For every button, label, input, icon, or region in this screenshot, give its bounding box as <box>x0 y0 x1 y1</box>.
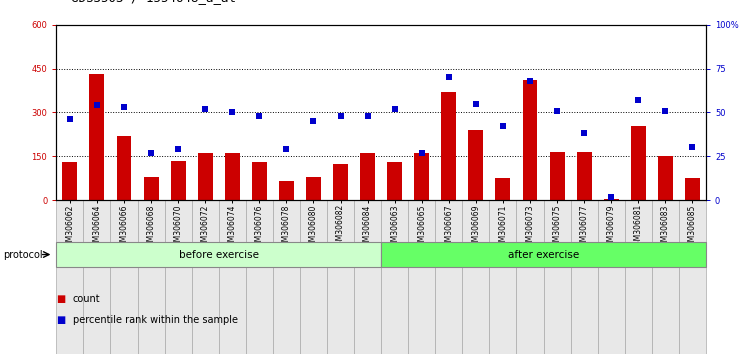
Bar <box>415 153 429 200</box>
Point <box>416 150 428 155</box>
Bar <box>658 156 673 200</box>
Point <box>578 131 590 136</box>
Bar <box>225 153 240 200</box>
Bar <box>523 80 538 200</box>
Bar <box>192 200 219 354</box>
Point <box>64 116 76 122</box>
Bar <box>652 200 679 354</box>
Bar <box>604 199 619 200</box>
Bar <box>360 153 375 200</box>
Point <box>253 113 265 119</box>
Bar <box>517 200 544 354</box>
Point <box>443 75 455 80</box>
Bar <box>62 162 77 200</box>
Bar <box>463 200 490 354</box>
Bar <box>219 200 246 354</box>
Bar <box>333 164 348 200</box>
Point <box>470 101 482 107</box>
Bar <box>442 92 457 200</box>
Point <box>524 78 536 84</box>
Bar <box>137 200 164 354</box>
Text: protocol: protocol <box>3 250 43 259</box>
Bar <box>327 200 354 354</box>
Point <box>389 106 401 112</box>
Bar <box>252 162 267 200</box>
Point <box>307 118 319 124</box>
Point <box>605 194 617 199</box>
Bar <box>550 152 565 200</box>
Bar <box>544 200 571 354</box>
Point <box>361 113 373 119</box>
Text: percentile rank within the sample: percentile rank within the sample <box>73 315 238 325</box>
Bar <box>631 126 646 200</box>
Point <box>659 108 671 114</box>
Text: GDS3503 / 1554648_a_at: GDS3503 / 1554648_a_at <box>71 0 237 4</box>
Text: before exercise: before exercise <box>179 250 259 259</box>
Bar <box>577 152 592 200</box>
Bar <box>496 178 511 200</box>
Bar <box>279 181 294 200</box>
Bar <box>306 177 321 200</box>
Bar <box>300 200 327 354</box>
Point <box>118 104 130 110</box>
Point <box>632 97 644 103</box>
Bar <box>246 200 273 354</box>
Point <box>172 146 184 152</box>
Bar <box>273 200 300 354</box>
Bar <box>679 200 706 354</box>
Bar <box>56 200 83 354</box>
Point <box>497 124 509 129</box>
Bar <box>598 200 625 354</box>
Bar <box>143 177 158 200</box>
Text: ■: ■ <box>56 315 65 325</box>
Bar <box>354 200 381 354</box>
Bar <box>571 200 598 354</box>
Bar <box>388 162 402 200</box>
Point <box>91 103 103 108</box>
Bar <box>116 136 131 200</box>
Point <box>280 146 292 152</box>
Bar <box>83 200 110 354</box>
Text: after exercise: after exercise <box>508 250 579 259</box>
Point <box>551 108 563 114</box>
Bar <box>469 130 484 200</box>
Bar <box>685 178 700 200</box>
Point <box>199 106 211 112</box>
Point <box>334 113 346 119</box>
Bar <box>170 161 185 200</box>
Point <box>686 144 698 150</box>
Bar <box>625 200 652 354</box>
Bar <box>409 200 436 354</box>
Text: ■: ■ <box>56 294 65 304</box>
Bar <box>490 200 517 354</box>
Bar <box>164 200 192 354</box>
Bar <box>89 74 104 200</box>
Point <box>226 110 238 115</box>
Bar <box>198 153 213 200</box>
Point <box>145 150 157 155</box>
Bar <box>110 200 137 354</box>
Bar <box>381 200 409 354</box>
Bar <box>436 200 463 354</box>
Text: count: count <box>73 294 101 304</box>
